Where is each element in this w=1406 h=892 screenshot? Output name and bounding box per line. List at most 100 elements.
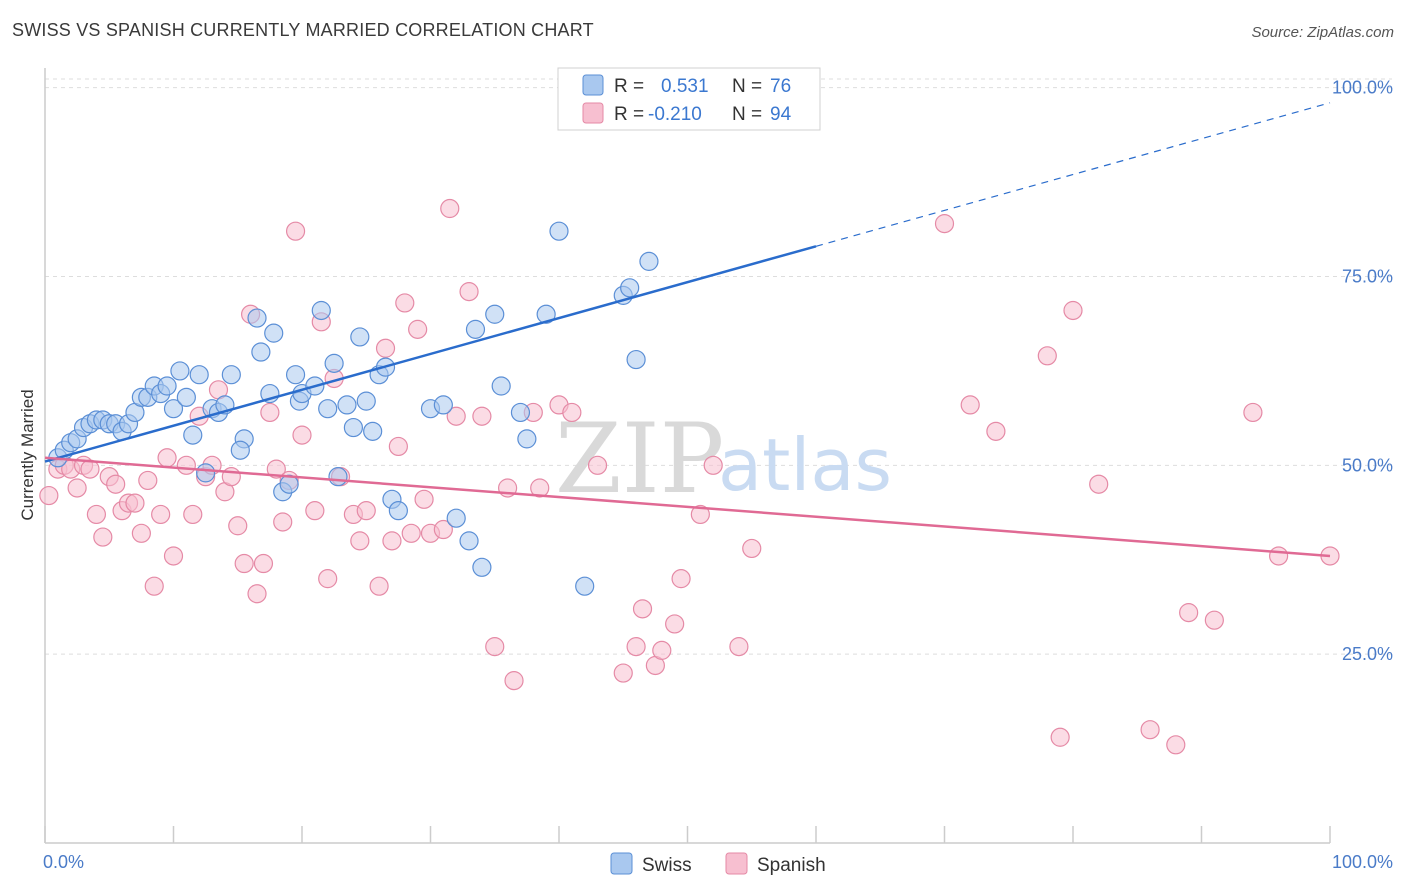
spanish-point (408, 319, 428, 339)
spanish-n-value: 94 (770, 104, 792, 125)
swiss-series-name: Swiss (642, 855, 692, 876)
spanish-point (163, 546, 184, 566)
stats-legend: R = 0.531 N = 76 R = -0.210 N = 94 (557, 67, 821, 131)
swiss-point (264, 323, 284, 343)
spanish-point (485, 637, 505, 657)
swiss-r-label: R = (614, 76, 644, 97)
swiss-point (549, 221, 569, 241)
spanish-point (369, 576, 389, 596)
spanish-point (1243, 402, 1263, 423)
spanish-point (1063, 300, 1083, 321)
spanish-point (125, 493, 145, 513)
spanish-point (253, 553, 274, 574)
series-legend: Swiss Spanish (610, 852, 826, 876)
spanish-point (273, 512, 293, 532)
swiss-point (343, 417, 363, 438)
swiss-point (472, 557, 492, 577)
swiss-point (230, 440, 250, 460)
spanish-point (318, 569, 338, 589)
swiss-point (285, 365, 306, 385)
spanish-point (1179, 603, 1199, 623)
swiss-point (517, 429, 537, 449)
swiss-point (318, 399, 338, 419)
swiss-trend-line (44, 245, 817, 463)
spanish-r-value: -0.210 (648, 104, 702, 125)
spanish-trend-line (44, 456, 1331, 558)
swiss-series-swatch (610, 852, 633, 875)
spanish-point (382, 531, 402, 551)
spanish-point (433, 519, 453, 540)
spanish-point (266, 459, 286, 479)
swiss-point (575, 576, 595, 596)
swiss-point (356, 391, 376, 411)
swiss-point (485, 304, 505, 324)
watermark-atlas: atlas (718, 423, 892, 507)
swiss-point (388, 501, 408, 521)
watermark-zip: ZIP (555, 403, 724, 515)
spanish-point (414, 489, 434, 509)
spanish-point (960, 395, 980, 415)
spanish-point (1204, 610, 1224, 630)
spanish-point (401, 523, 421, 543)
spanish-point (652, 640, 672, 660)
spanish-point (934, 214, 955, 234)
spanish-point (472, 406, 492, 426)
swiss-point (328, 467, 348, 487)
spanish-series-swatch (725, 852, 748, 875)
spanish-point (665, 614, 685, 634)
swiss-n-label: N = (732, 76, 762, 97)
spanish-point (1268, 546, 1289, 566)
spanish-point (1089, 474, 1109, 494)
y-tick-label: 50.0% (1342, 455, 1393, 475)
swiss-point (176, 387, 196, 407)
spanish-point (587, 455, 608, 475)
swiss-point (157, 376, 177, 396)
spanish-point (446, 406, 466, 426)
swiss-point (626, 349, 646, 370)
spanish-points (39, 198, 1340, 755)
swiss-point (465, 319, 486, 339)
spanish-point (395, 293, 415, 313)
x-tick-label-min: 0.0% (43, 852, 84, 872)
spanish-point (305, 501, 325, 521)
spanish-point (1166, 735, 1186, 755)
swiss-point (433, 395, 453, 415)
spanish-n-label: N = (732, 104, 762, 125)
spanish-point (375, 338, 396, 358)
spanish-r-label: R = (614, 104, 644, 125)
spanish-point (131, 523, 151, 543)
swiss-point (446, 508, 466, 528)
y-tick-label: 25.0% (1342, 644, 1393, 664)
spanish-point (729, 637, 749, 657)
y-tick-label: 100.0% (1332, 78, 1393, 98)
swiss-point (311, 300, 331, 321)
spanish-series-name: Spanish (757, 855, 826, 876)
swiss-point (247, 308, 267, 328)
spanish-point (632, 599, 653, 619)
y-tick-label: 75.0% (1342, 266, 1393, 286)
spanish-point (86, 504, 107, 525)
spanish-point (151, 504, 171, 525)
swiss-point (620, 278, 640, 298)
spanish-point (93, 527, 113, 547)
swiss-point (510, 402, 531, 423)
swiss-point (183, 425, 203, 445)
spanish-point (703, 455, 723, 475)
swiss-point (221, 365, 241, 385)
spanish-point (1037, 346, 1057, 366)
swiss-point (639, 251, 659, 271)
swiss-point (536, 304, 556, 324)
spanish-point (504, 671, 524, 691)
spanish-point (285, 221, 306, 241)
spanish-point (67, 478, 87, 498)
spanish-point (157, 448, 177, 468)
spanish-point (690, 504, 710, 525)
spanish-point (671, 569, 691, 589)
spanish-point (1050, 727, 1070, 747)
spanish-point (986, 421, 1006, 441)
spanish-point (1140, 720, 1160, 740)
spanish-legend-swatch (582, 102, 604, 124)
spanish-point (234, 553, 254, 574)
spanish-point (106, 474, 126, 494)
swiss-point (491, 376, 511, 396)
